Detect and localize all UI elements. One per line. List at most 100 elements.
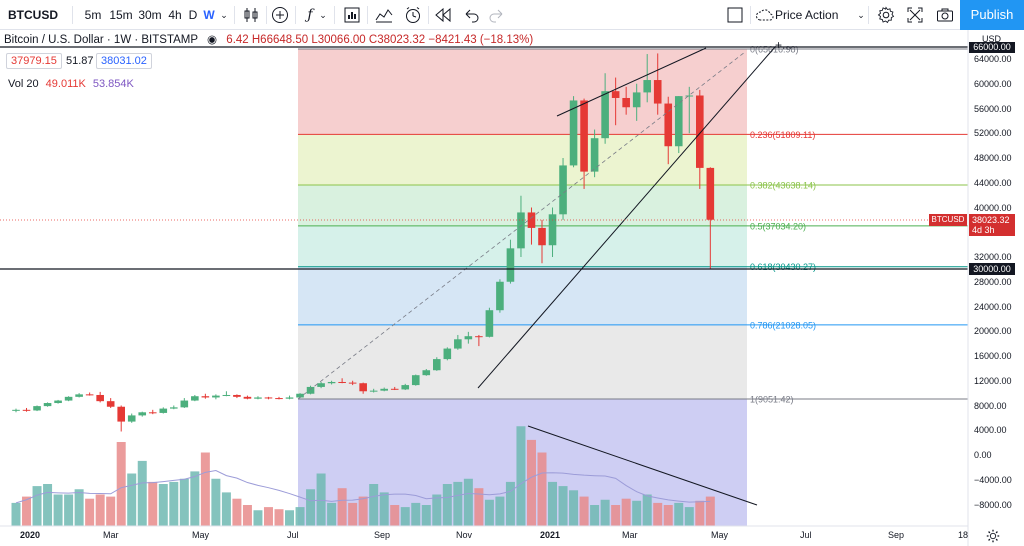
hline-price-tag-30000: 30000.00 [969, 263, 1015, 275]
volume-bar [179, 478, 189, 526]
fib-level-label: 0.5(37034.20) [750, 221, 806, 231]
settings-icon[interactable] [877, 6, 895, 24]
candle-body [85, 394, 94, 396]
volume-bar [22, 496, 32, 526]
legend-ohlc-values: 6.42 H66648.50 L30066.00 C38023.32 −8421… [226, 34, 534, 46]
time-tick: 2021 [540, 530, 561, 540]
fib-trend-dashed-line[interactable] [297, 51, 746, 400]
candle-body [191, 396, 199, 401]
toolbar-separator [367, 6, 368, 24]
candle-body [138, 412, 147, 416]
candle-body [506, 248, 515, 282]
volume-bar [590, 505, 600, 526]
candle-body [222, 394, 231, 396]
volume-bar [242, 505, 252, 526]
templates-icon[interactable] [375, 6, 393, 24]
interval-15m-button[interactable]: 15m [109, 8, 133, 22]
candle-body [106, 401, 115, 407]
fib-level-label: 0.618(30430.27) [750, 262, 816, 272]
volume-bar [663, 505, 673, 526]
candle-body [117, 406, 125, 422]
undo-icon[interactable] [462, 6, 480, 24]
fx-icon[interactable]: ƒ [307, 7, 313, 23]
trendline-volume-decline[interactable] [527, 425, 758, 506]
time-tick: May [192, 530, 210, 540]
snapshot-icon[interactable] [936, 6, 954, 24]
candle-body [243, 396, 252, 399]
time-tick: Mar [103, 530, 119, 540]
interval-30m-button[interactable]: 30m [138, 8, 162, 22]
fullscreen-icon[interactable] [906, 6, 924, 24]
chart-settings-gear-icon[interactable] [985, 528, 1001, 544]
layout-icon[interactable] [726, 6, 744, 24]
layout-dropdown-icon[interactable]: ⌄ [857, 10, 865, 20]
currency-label: USD [982, 34, 1002, 44]
trendline-resistance-top[interactable] [556, 47, 707, 117]
chart-canvas[interactable]: 0(65616.98) 0.236(51809.11) 0.382(43638.14… [0, 30, 1024, 546]
redo-icon[interactable] [488, 6, 506, 24]
candle-body [433, 359, 441, 371]
candle-body [464, 336, 473, 340]
candle-body [180, 400, 189, 408]
layout-name-button[interactable]: Price Action +... [775, 8, 839, 52]
candle-body [517, 212, 525, 249]
alert-icon[interactable] [404, 6, 422, 24]
last-price-value: 38023.32 [972, 215, 1010, 225]
candle-body [212, 395, 220, 398]
volume-bar [621, 498, 631, 526]
time-tick: May [711, 530, 729, 540]
volume-bar [569, 490, 579, 526]
candle-body [622, 97, 630, 108]
candle-body [254, 397, 262, 399]
candle-body [569, 100, 578, 166]
volume-legend-row: Vol 20 49.011K 53.854K [8, 78, 134, 90]
volume-bar [442, 484, 452, 526]
sell-price-pill[interactable]: 37979.15 [6, 53, 62, 69]
volume-ma-value: 53.854K [92, 78, 134, 90]
fx-dropdown-icon[interactable]: ⌄ [319, 10, 327, 20]
volume-bar [11, 502, 21, 526]
legend-title: Bitcoin / U.S. Dollar · 1W · BITSTAMP [4, 34, 198, 46]
candle-body [148, 412, 157, 414]
price-tick: 48000.00 [974, 153, 1012, 163]
volume-bar [526, 439, 536, 526]
add-indicator-icon[interactable] [271, 6, 289, 24]
volume-bar [169, 481, 179, 526]
price-tick: 8000.00 [974, 400, 1007, 411]
time-tick: 18 [958, 530, 969, 540]
replay-icon[interactable] [434, 6, 452, 24]
volume-bar [253, 510, 263, 526]
interval-d-button[interactable]: D [188, 8, 198, 22]
eye-icon[interactable]: ◉ [207, 34, 218, 46]
volume-bar [400, 507, 410, 526]
volume-bar [85, 498, 95, 526]
price-tick: 64000.00 [974, 54, 1012, 64]
cloud-save-icon[interactable] [756, 6, 774, 24]
volume-bar [285, 510, 295, 526]
trendline-support[interactable] [477, 46, 776, 389]
volume-bar [537, 452, 547, 526]
candle-body [632, 92, 641, 108]
volume-bar [358, 496, 368, 526]
interval-dropdown-icon[interactable]: ⌄ [220, 10, 228, 20]
volume-bar [600, 499, 610, 526]
volume-bar [211, 478, 221, 526]
symbol-search-button[interactable]: BTCUSD [8, 8, 58, 22]
interval-4h-button[interactable]: 4h [168, 8, 182, 22]
interval-5m-button[interactable]: 5m [84, 8, 102, 22]
price-tick: 32000.00 [974, 252, 1012, 262]
candle-body [559, 165, 567, 215]
publish-button[interactable]: Publish [960, 0, 1024, 30]
volume-bar [116, 442, 126, 526]
price-tick: −4000.00 [974, 474, 1012, 485]
candles-icon[interactable] [242, 6, 260, 24]
fib-retracement-levels[interactable]: 0(65616.98) 0.236(51809.11) 0.382(43638.14… [298, 44, 968, 404]
candle-body [496, 281, 504, 311]
volume-bar [432, 494, 442, 526]
interval-w-button[interactable]: W [203, 8, 215, 22]
volume-bar [274, 509, 284, 526]
compare-icon[interactable] [343, 6, 361, 24]
buy-price-pill[interactable]: 38031.02 [96, 53, 152, 69]
candle-body [22, 409, 31, 411]
fib-level-label: 0(65616.98) [750, 44, 799, 54]
